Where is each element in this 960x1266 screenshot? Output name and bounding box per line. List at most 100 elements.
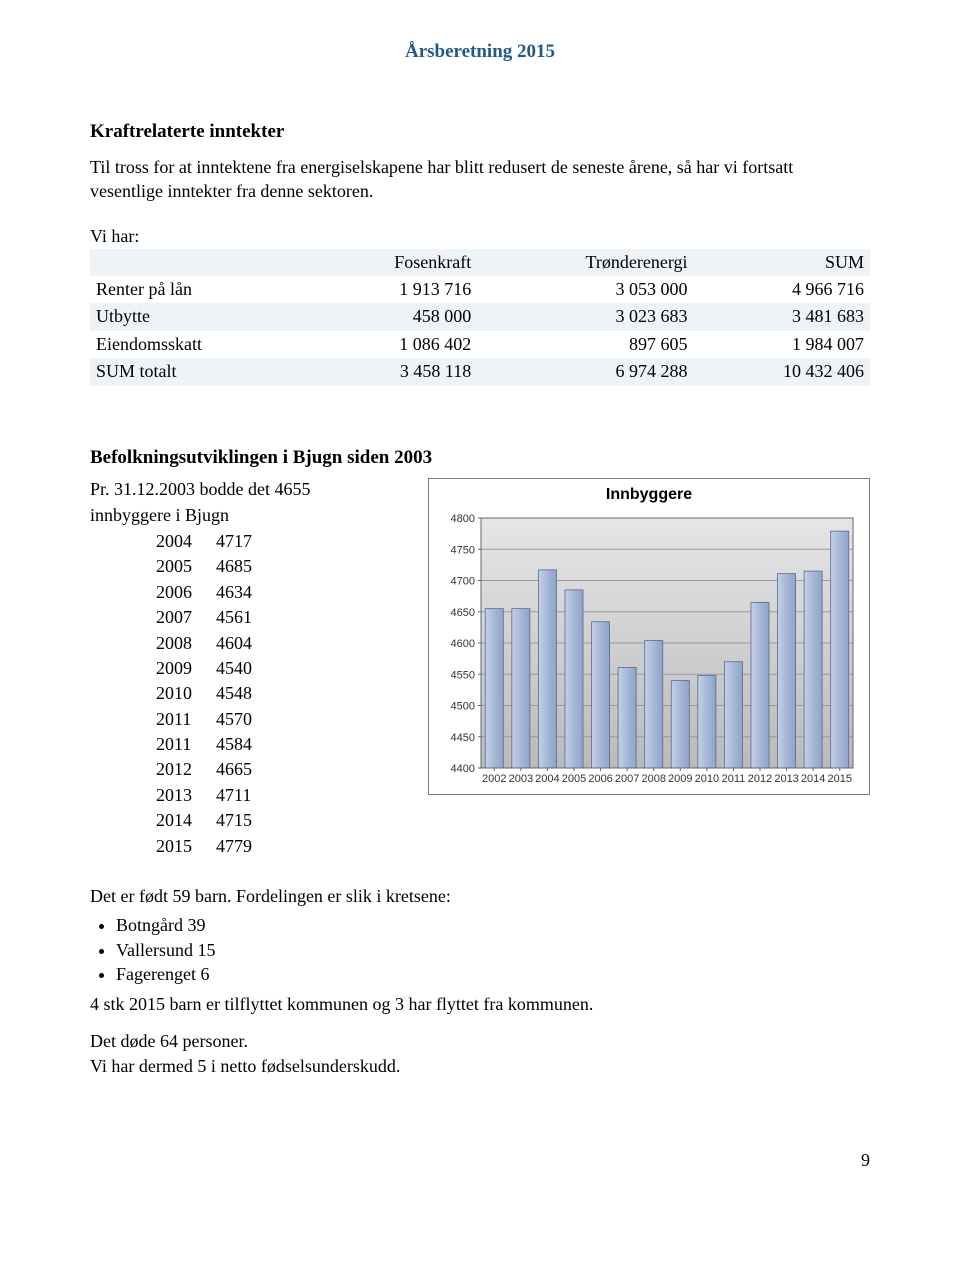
pop-value: 4717 (210, 529, 270, 554)
svg-text:2013: 2013 (774, 773, 798, 785)
svg-text:2005: 2005 (562, 773, 586, 785)
row-label: Utbytte (90, 303, 308, 330)
pop-year: 2015 (150, 834, 210, 859)
pop-year: 2011 (150, 707, 210, 732)
chart-title: Innbyggere (439, 485, 859, 506)
table-row: Utbytte 458 000 3 023 683 3 481 683 (90, 303, 870, 330)
table-row: Eiendomsskatt 1 086 402 897 605 1 984 00… (90, 331, 870, 358)
pop-value: 4570 (210, 707, 270, 732)
pop-value: 4685 (210, 554, 270, 579)
pop-value: 4540 (210, 656, 270, 681)
svg-text:2015: 2015 (827, 773, 851, 785)
pop-row: 20134711 (150, 783, 270, 808)
col-blank (90, 249, 308, 276)
pop-year: 2010 (150, 681, 210, 706)
section2-title: Befolkningsutviklingen i Bjugn siden 200… (90, 446, 870, 471)
row-label: SUM totalt (90, 358, 308, 385)
header-title: Årsberetning 2015 (405, 41, 555, 62)
pop-row: 20154779 (150, 834, 270, 859)
chart-container: Innbyggere 44004450450045504600465047004… (428, 478, 870, 795)
svg-text:2011: 2011 (722, 773, 746, 785)
pop-value: 4665 (210, 757, 270, 782)
pop-year: 2004 (150, 529, 210, 554)
bullet-list: Botngård 39 Vallersund 15 Fagerenget 6 (116, 914, 870, 986)
pop-year: 2007 (150, 605, 210, 630)
pop-year: 2006 (150, 580, 210, 605)
cell: 458 000 (308, 303, 477, 330)
table-row: SUM totalt 3 458 118 6 974 288 10 432 40… (90, 358, 870, 385)
table-header-row: Fosenkraft Trønderenergi SUM (90, 249, 870, 276)
svg-text:4800: 4800 (451, 513, 475, 525)
svg-text:4450: 4450 (451, 732, 475, 744)
cell: 3 023 683 (477, 303, 693, 330)
pop-year: 2012 (150, 757, 210, 782)
svg-text:2009: 2009 (668, 773, 692, 785)
svg-text:2003: 2003 (509, 773, 533, 785)
bullet-item: Botngård 39 (116, 914, 870, 937)
pop-row: 20114570 (150, 707, 270, 732)
cell: 3 053 000 (477, 276, 693, 303)
pop-row: 20104548 (150, 681, 270, 706)
pop-row: 20114584 (150, 732, 270, 757)
svg-text:2006: 2006 (588, 773, 612, 785)
pop-year: 2009 (150, 656, 210, 681)
svg-text:4650: 4650 (451, 607, 475, 619)
netto-line: Vi har dermed 5 i netto fødselsunderskud… (90, 1055, 870, 1078)
pop-value: 4584 (210, 732, 270, 757)
section1-title: Kraftrelaterte inntekter (90, 120, 870, 145)
svg-text:4500: 4500 (451, 700, 475, 712)
pop-row: 20084604 (150, 631, 270, 656)
births-line: Det er født 59 barn. Fordelingen er slik… (90, 885, 870, 908)
cell: 1 086 402 (308, 331, 477, 358)
row-label: Renter på lån (90, 276, 308, 303)
svg-text:2008: 2008 (641, 773, 665, 785)
pop-year: 2008 (150, 631, 210, 656)
pop-row: 20044717 (150, 529, 270, 554)
cell: 4 966 716 (694, 276, 870, 303)
deaths-line: Det døde 64 personer. (90, 1030, 870, 1053)
cell: 3 458 118 (308, 358, 477, 385)
page-header: Årsberetning 2015 (90, 40, 870, 65)
cell: 1 984 007 (694, 331, 870, 358)
svg-text:2007: 2007 (615, 773, 639, 785)
pop-intro-2: innbyggere i Bjugn (90, 504, 408, 527)
svg-text:2004: 2004 (535, 773, 559, 785)
svg-text:4600: 4600 (451, 638, 475, 650)
pop-row: 20094540 (150, 656, 270, 681)
svg-text:4700: 4700 (451, 575, 475, 587)
svg-text:2012: 2012 (748, 773, 772, 785)
pop-value: 4604 (210, 631, 270, 656)
population-table: 20044717 20054685 20064634 20074561 2008… (150, 529, 270, 859)
two-column-layout: Pr. 31.12.2003 bodde det 4655 innbyggere… (90, 478, 870, 859)
pop-value: 4634 (210, 580, 270, 605)
pop-value: 4711 (210, 783, 270, 808)
pop-value: 4548 (210, 681, 270, 706)
pop-row: 20054685 (150, 554, 270, 579)
bullet-item: Vallersund 15 (116, 939, 870, 962)
cell: 3 481 683 (694, 303, 870, 330)
svg-text:4400: 4400 (451, 763, 475, 775)
svg-text:2014: 2014 (801, 773, 825, 785)
pop-row: 20064634 (150, 580, 270, 605)
pop-intro-1: Pr. 31.12.2003 bodde det 4655 (90, 478, 408, 501)
svg-text:4550: 4550 (451, 669, 475, 681)
svg-text:2002: 2002 (482, 773, 506, 785)
pop-row: 20124665 (150, 757, 270, 782)
bar-chart: 4400 4450 4500 4550 4600 4650 4700 4750 4800 2002… (439, 510, 859, 790)
pop-year: 2005 (150, 554, 210, 579)
pop-value: 4715 (210, 808, 270, 833)
pop-value: 4561 (210, 605, 270, 630)
svg-text:4750: 4750 (451, 544, 475, 556)
svg-text:2010: 2010 (695, 773, 719, 785)
page-number: 9 (90, 1149, 870, 1172)
cell: 897 605 (477, 331, 693, 358)
cell: 1 913 716 (308, 276, 477, 303)
row-label: Eiendomsskatt (90, 331, 308, 358)
finance-table: Fosenkraft Trønderenergi SUM Renter på l… (90, 249, 870, 386)
pop-year: 2011 (150, 732, 210, 757)
vihar-label: Vi har: (90, 225, 870, 248)
col-fosenkraft: Fosenkraft (308, 249, 477, 276)
pop-row: 20074561 (150, 605, 270, 630)
bullet-item: Fagerenget 6 (116, 963, 870, 986)
section1-intro: Til tross for at inntektene fra energise… (90, 156, 870, 203)
